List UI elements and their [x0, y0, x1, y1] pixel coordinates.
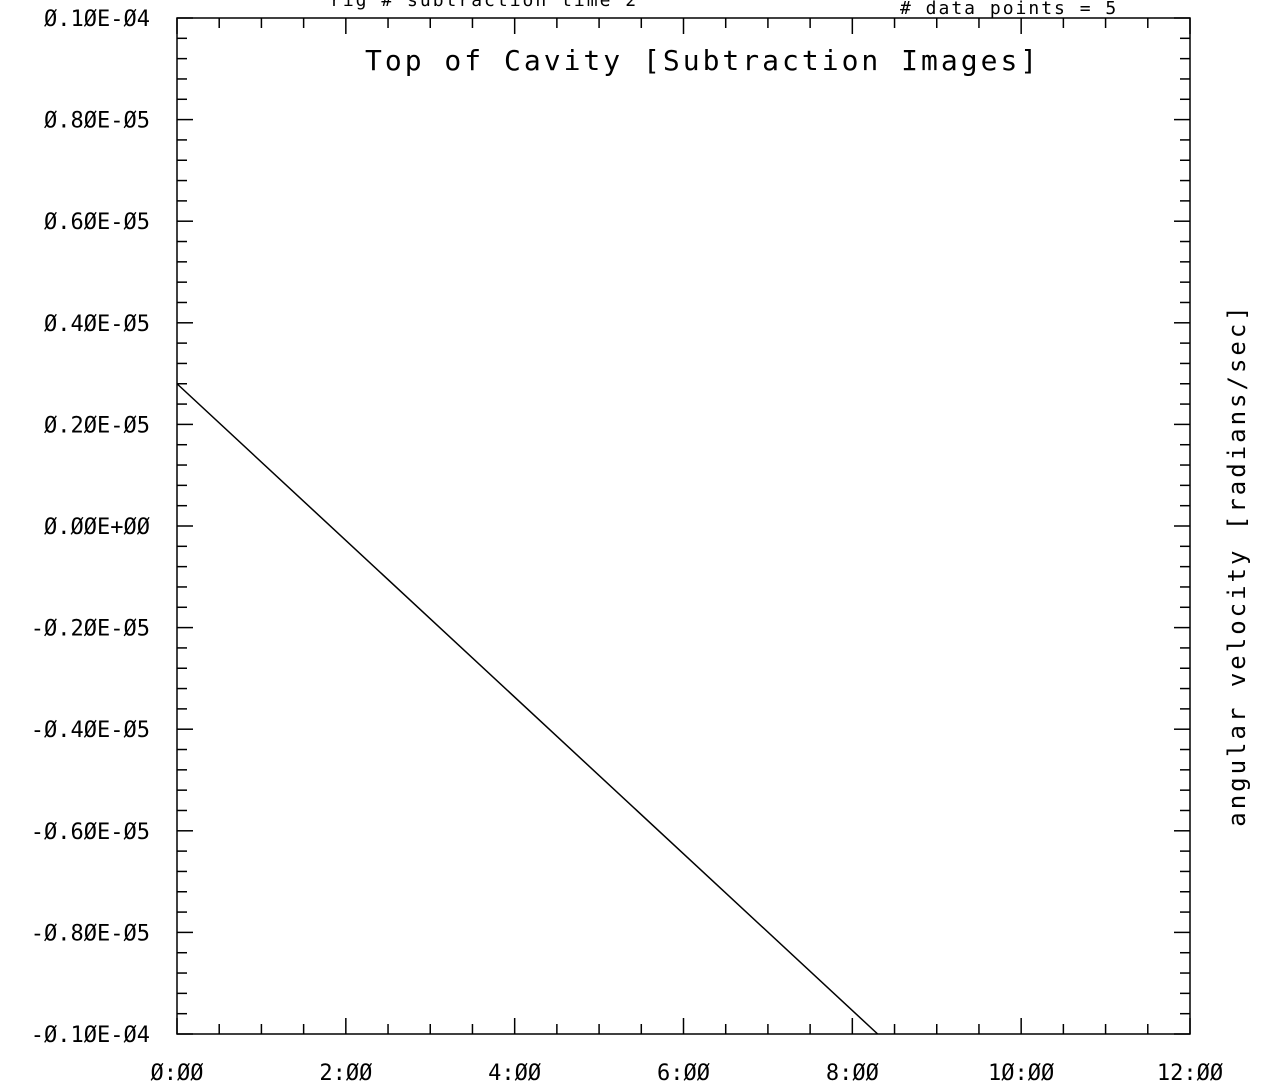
x-tick-label: 2:ØØ — [319, 1061, 372, 1086]
y-tick-label: Ø.1ØE-Ø4 — [44, 7, 150, 32]
y-tick-label: Ø.2ØE-Ø5 — [44, 413, 150, 438]
chart-title: Top of Cavity [Subtraction Images] — [365, 44, 1040, 77]
y-tick-label: Ø.4ØE-Ø5 — [44, 312, 150, 337]
y-tick-label: -Ø.2ØE-Ø5 — [31, 617, 150, 642]
y-tick-label: -Ø.6ØE-Ø5 — [31, 820, 150, 845]
data-points-count: # data points = 5 — [900, 0, 1118, 19]
y-tick-label: -Ø.4ØE-Ø5 — [31, 718, 150, 743]
series-line — [176, 383, 879, 1035]
x-tick-labels: Ø:ØØ 2:ØØ 4:ØØ 6:ØØ 8:ØØ 1Ø:ØØ 12:ØØ — [151, 1061, 1224, 1086]
x-tick-label: 8:ØØ — [826, 1061, 879, 1086]
y-tick-label: -Ø.1ØE-Ø4 — [31, 1023, 150, 1048]
x-tick-label: 1Ø:ØØ — [988, 1061, 1054, 1086]
y-tick-label: Ø.6ØE-Ø5 — [44, 210, 150, 235]
y-tick-label: Ø.8ØE-Ø5 — [44, 109, 150, 134]
x-tick-label: 12:ØØ — [1157, 1061, 1223, 1086]
x-tick-label: 6:ØØ — [657, 1061, 710, 1086]
y-axis-label: angular velocity [radians/sec] — [1223, 303, 1251, 826]
x-tick-label: 4:ØØ — [488, 1061, 541, 1086]
y-tick-label: -Ø.8ØE-Ø5 — [31, 921, 150, 946]
x-tick-label: Ø:ØØ — [151, 1061, 204, 1086]
series-lines — [176, 383, 879, 1035]
tick-marks — [176, 17, 1191, 1035]
y-tick-label: Ø.ØØE+ØØ — [44, 515, 150, 540]
y-tick-labels: Ø.1ØE-Ø4 Ø.8ØE-Ø5 Ø.6ØE-Ø5 Ø.4ØE-Ø5 Ø.2ØE-Ø5… — [31, 7, 150, 1048]
header-left-text: rig # subtraction time 2 — [330, 0, 638, 11]
plot-frame — [176, 17, 1191, 1035]
